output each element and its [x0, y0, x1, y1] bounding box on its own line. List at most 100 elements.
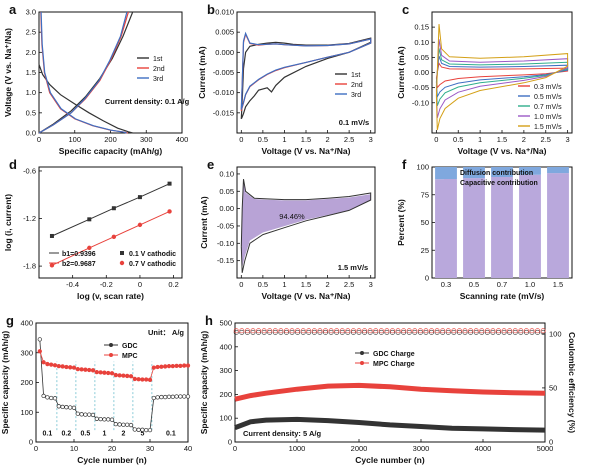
data-point	[144, 427, 149, 433]
y-axis-label: Specific capacity (mAh/g)	[0, 331, 10, 435]
ce-point	[317, 329, 323, 335]
x-tick-label: 3	[369, 135, 373, 144]
ce-point	[417, 328, 423, 334]
data-point	[155, 364, 160, 370]
y-axis-label: Current (mA)	[197, 46, 207, 99]
data-point	[151, 395, 156, 401]
data-point	[185, 394, 191, 399]
data-point	[144, 377, 149, 382]
ce-point	[512, 329, 518, 335]
data-point	[132, 376, 137, 382]
ce-point	[389, 328, 395, 334]
ce-point	[323, 328, 329, 334]
legend-label: 0.5 mV/s	[534, 94, 562, 101]
legend-label: MPC	[122, 353, 138, 360]
bar-diffusion	[463, 167, 485, 179]
bar-capacitive	[547, 173, 569, 278]
data-point	[166, 394, 172, 399]
x-tick-label: 0.5	[453, 135, 463, 144]
x-axis-label: Voltage (V vs. Na⁺/Na)	[458, 146, 547, 156]
legend-label: MPC Charge	[373, 361, 415, 368]
x-axis-label: Voltage (V vs. Na⁺/Na)	[262, 291, 351, 301]
data-point	[106, 417, 111, 422]
ce-point	[456, 328, 462, 334]
y-tick-label: 500	[219, 319, 232, 328]
panel-e: e 0 0.5 1 1.5 2 2.5 3 -0.15 -0.10 -0.05 0.00 0.05 0.1…	[199, 157, 376, 301]
x-tick-label: 1.5	[497, 135, 507, 144]
fit-line-0	[51, 183, 170, 237]
y-tick-label: -1.8	[23, 262, 36, 271]
x-tick-label: 0	[239, 135, 243, 144]
ce-point	[484, 329, 490, 335]
ce-point	[334, 328, 340, 334]
data-point	[140, 377, 145, 382]
ce-point	[250, 328, 256, 334]
ce-point	[345, 329, 351, 335]
ce-point	[412, 328, 418, 334]
data-point	[94, 369, 99, 375]
data-point	[90, 368, 96, 373]
bar-capacitive	[463, 178, 485, 278]
y-axis-label: Current (mA)	[396, 46, 406, 99]
ce-point	[267, 328, 273, 334]
ce-point	[406, 329, 412, 335]
ce-point	[350, 329, 356, 335]
data-point	[109, 417, 115, 422]
legend-series-label: 0.1 V cathodic	[129, 251, 176, 258]
x-tick-label: 0	[233, 444, 237, 453]
ce-point	[244, 329, 250, 335]
x-tick-label: 2	[522, 135, 526, 144]
ce-point	[378, 328, 384, 334]
ce-point	[429, 328, 435, 334]
data-point	[125, 422, 130, 427]
ce-point	[473, 328, 479, 334]
data-point	[137, 222, 143, 228]
data-point	[185, 363, 191, 368]
category-label: 0.5	[469, 280, 479, 289]
panel-label: c	[402, 2, 409, 17]
y-tick-label: -0.005	[213, 68, 234, 77]
y-tick-label: 0	[228, 438, 232, 447]
x-tick-label: 2	[325, 280, 329, 289]
ce-point	[244, 328, 250, 334]
data-point	[136, 377, 141, 382]
data-point	[52, 363, 58, 368]
data-point	[64, 364, 69, 370]
data-point	[71, 405, 77, 410]
x-axis-label: Cycle number (n)	[77, 455, 147, 465]
ce-point	[484, 328, 490, 334]
ce-point	[306, 329, 312, 335]
x-tick-label: 2	[325, 135, 329, 144]
category-label: 0.7	[497, 280, 507, 289]
y2-axis-label: Coulombic efficiency (%)	[567, 332, 577, 433]
series-line-3rd	[40, 11, 127, 134]
x-tick-label: 0.2	[168, 280, 178, 289]
y-tick-label: 0.05	[219, 187, 234, 196]
data-point	[64, 405, 69, 410]
panel-h: h0 1000 2000 3000 4000 50000100200300400500Cy…	[199, 313, 577, 465]
series-line-1.5 mV/s	[435, 24, 569, 131]
ce-point	[518, 328, 524, 334]
legend-label: Capacitive contribution	[460, 180, 538, 187]
data-point	[128, 422, 134, 428]
legend-marker	[119, 260, 125, 266]
plot-frame	[38, 166, 183, 279]
data-point	[155, 395, 160, 400]
rate-label: 0.1	[43, 430, 53, 437]
x-tick-label: 2.5	[344, 280, 354, 289]
data-point	[75, 411, 80, 416]
x-tick-label: 1.5	[301, 135, 311, 144]
bar-diffusion	[547, 167, 569, 174]
ce-point	[529, 329, 535, 335]
x-tick-label: 1	[282, 280, 286, 289]
ce-point	[350, 328, 356, 334]
y-tick-label: 0.00	[219, 204, 234, 213]
ce-point	[440, 328, 446, 334]
x-tick-label: 400	[176, 135, 189, 144]
data-point	[83, 412, 88, 417]
ce-point	[479, 329, 485, 335]
ce-point	[250, 329, 256, 335]
ce-point	[540, 328, 546, 334]
ce-point	[412, 329, 418, 335]
